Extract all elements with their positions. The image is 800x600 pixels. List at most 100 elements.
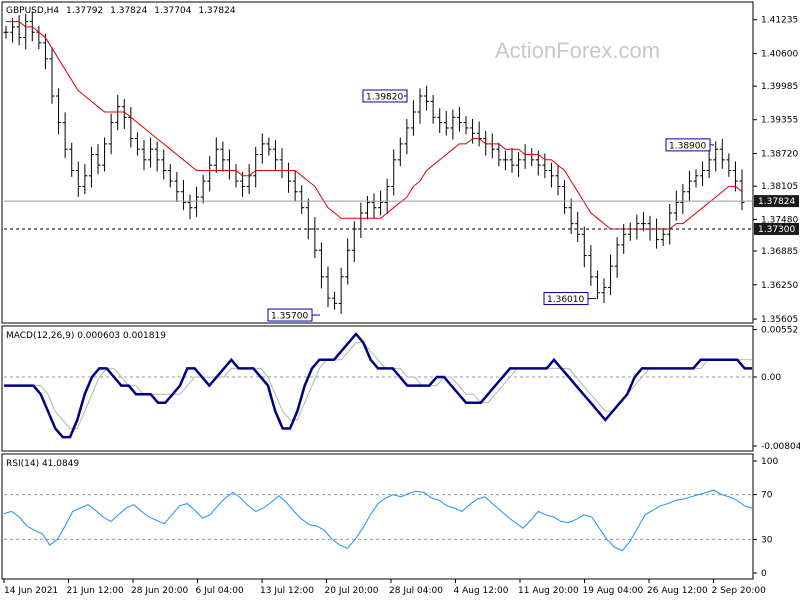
rsi-title: RSI(14) 41.0849	[6, 459, 79, 469]
price-bar	[601, 278, 607, 304]
price-bar	[581, 226, 587, 268]
time-tick-label: 11 Aug 20:00	[518, 586, 579, 596]
price-bar	[719, 138, 725, 169]
price-bar	[161, 149, 167, 180]
price-bar	[338, 267, 344, 314]
rsi-axis: 100 70 30 0	[753, 457, 778, 579]
price-tick-label: 1.36885	[761, 247, 798, 257]
time-tick-label: 13 Jul 12:00	[260, 586, 314, 596]
price-bar	[266, 137, 272, 156]
price-bar	[148, 137, 154, 168]
price-bar	[542, 153, 548, 179]
annotation-label: 1.36010	[547, 295, 584, 305]
price-bar	[95, 144, 101, 175]
price-bar	[56, 88, 62, 135]
price-bar	[397, 137, 403, 167]
price-bar	[660, 227, 666, 246]
time-tick-label: 6 Jul 04:00	[196, 586, 245, 596]
price-bar	[739, 169, 745, 211]
price-panel: 1.39820 1.35700 1.36010 1.38900 1.41235 1.40…	[1, 1, 799, 325]
price-axis: 1.41235 1.40600 1.39985 1.39355 1.38720 1.381…	[753, 16, 799, 325]
price-bar	[220, 141, 226, 172]
price-bar	[713, 141, 719, 172]
rsi-line	[3, 489, 753, 552]
price-tick-label: 1.37480	[761, 215, 798, 225]
price-bar	[693, 169, 699, 188]
price-bar	[272, 140, 278, 171]
time-tick-label: 19 Aug 04:00	[583, 586, 644, 596]
time-tick-label: 28 Jul 04:00	[389, 586, 443, 596]
time-tick-label: 2 Sep 20:00	[712, 586, 767, 596]
current-price-tag: 1.37824	[754, 195, 799, 208]
price-bar	[456, 106, 462, 132]
price-bar	[42, 33, 48, 70]
rsi-tick-label: 100	[761, 457, 778, 467]
price-bar	[404, 118, 410, 155]
rsi-tick-label: 70	[761, 491, 773, 501]
price-bar	[502, 150, 508, 171]
price-bar	[384, 178, 390, 215]
price-bar	[82, 164, 88, 195]
moving-average-line	[6, 21, 743, 230]
price-bar	[700, 161, 706, 187]
time-tick-label: 26 Aug 12:00	[647, 586, 708, 596]
price-bar	[594, 270, 600, 300]
price-tick-label: 1.35605	[761, 315, 798, 325]
macd-title: MACD(12,26,9) 0.000603 0.001819	[6, 331, 166, 341]
price-bar	[575, 211, 581, 242]
price-tick-label: 1.38720	[761, 149, 798, 159]
price-bar	[194, 186, 200, 217]
price-bar	[364, 195, 370, 220]
rsi-panel: 100 70 30 0 RSI(14) 41.0849	[1, 453, 778, 580]
price-bar	[180, 180, 186, 211]
macd-panel-frame	[1, 325, 754, 452]
price-bar	[345, 238, 351, 285]
price-bar	[437, 108, 443, 133]
price-bar	[470, 118, 476, 144]
macd-axis: 0.00552 0.00 -0.00804	[753, 326, 800, 452]
price-series-layer: 1.39820 1.35700 1.36010 1.38900	[3, 11, 752, 322]
price-bar	[23, 13, 29, 50]
time-tick-label: 21 Jun 12:00	[67, 586, 124, 596]
price-bar	[555, 165, 561, 196]
price-bar	[75, 161, 81, 197]
price-bar	[516, 152, 522, 177]
price-bar	[332, 291, 338, 310]
svg-text:1.37824: 1.37824	[758, 197, 795, 207]
price-tick-label: 1.41235	[761, 16, 798, 26]
price-bar	[88, 146, 94, 188]
price-annotation: 1.36010	[543, 292, 596, 306]
price-bar	[62, 112, 68, 159]
price-bar	[115, 94, 121, 131]
price-bar	[200, 174, 206, 204]
price-bar	[673, 190, 679, 221]
price-bar	[371, 193, 377, 219]
price-bar	[102, 137, 108, 172]
price-bar	[680, 184, 686, 215]
price-bar	[450, 109, 456, 140]
price-bar	[614, 237, 620, 278]
price-bar	[706, 148, 712, 179]
price-bar	[463, 116, 469, 135]
price-bar	[3, 25, 9, 39]
watermark: ActionForex.com	[495, 38, 660, 63]
macd-tick-label: 0.00552	[761, 326, 798, 336]
price-bar	[213, 137, 219, 173]
price-panel-frame	[1, 1, 754, 324]
price-bar	[417, 88, 423, 124]
price-bar	[29, 11, 35, 42]
price-bar	[588, 245, 594, 286]
price-bar	[325, 266, 331, 308]
price-tick-label: 1.39985	[761, 82, 798, 92]
price-bar	[667, 203, 673, 245]
price-tick-label: 1.38105	[761, 182, 798, 192]
price-bar	[424, 85, 430, 111]
chart-header: GBPUSD,H4 1.37792 1.37824 1.37704 1.3782…	[6, 6, 236, 16]
price-bar	[509, 148, 515, 173]
price-annotation: 1.35700	[267, 308, 320, 322]
price-bar	[187, 194, 193, 220]
price-bar	[548, 162, 554, 188]
macd-tick-label: -0.00804	[761, 442, 800, 452]
price-bar	[108, 113, 114, 155]
